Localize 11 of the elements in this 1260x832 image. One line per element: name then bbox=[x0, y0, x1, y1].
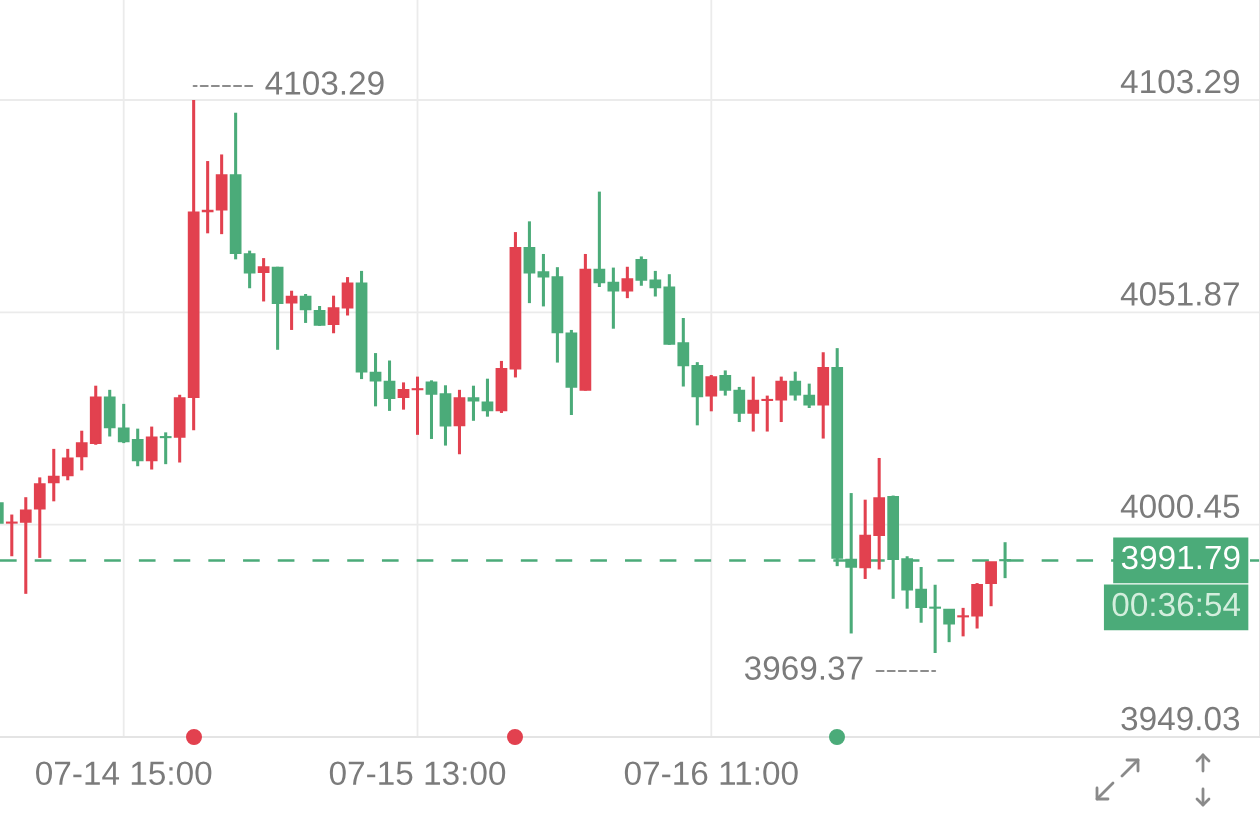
y-tick-label: 4000.45 bbox=[1120, 494, 1240, 519]
y-tick-label: 4051.87 bbox=[1120, 282, 1239, 306]
x-tick-label: 07-16 11:00 bbox=[624, 761, 798, 786]
text: 00:36:54 bbox=[1112, 592, 1241, 617]
annotation: 4103.29 bbox=[265, 71, 384, 95]
y-tick-label: 4103.29 bbox=[1120, 69, 1239, 94]
x-tick-label: 07-15 13:00 bbox=[329, 761, 506, 786]
x-tick-label: 07-14 15:00 bbox=[36, 761, 212, 786]
ref-line-label: 3991.79 bbox=[1121, 545, 1240, 570]
annotation: 3969.37 bbox=[744, 656, 863, 680]
y-tick-label: 3949.03 bbox=[1121, 706, 1240, 731]
